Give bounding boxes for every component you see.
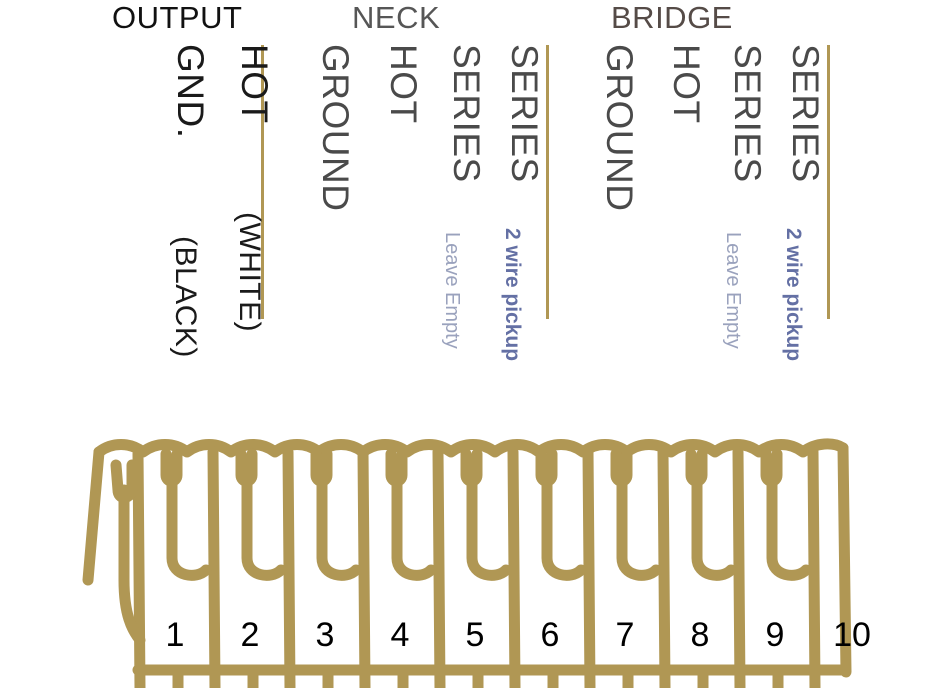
pin-number-6: 6	[540, 616, 560, 654]
pin-number-1: 1	[165, 616, 185, 654]
pin-number-10: 10	[833, 616, 871, 654]
pin-number-5: 5	[465, 616, 485, 654]
pin-10-main-label: SERIES	[785, 44, 826, 183]
section-header-output: OUTPUT	[112, 0, 243, 35]
pin-number-9: 9	[765, 616, 785, 654]
pin-number-7: 7	[615, 616, 635, 654]
pin-2-sub-label: (WHITE)	[233, 212, 266, 333]
section-header-bridge: BRIDGE	[611, 0, 733, 35]
pin-2-main-label: HOT	[234, 44, 275, 124]
pin-10-note-2-wire-pickup: 2 wire pickup	[782, 228, 805, 362]
connector-terminal-block-illustration: 1 2 3 4 5 6 7 8 9 10	[0, 430, 945, 688]
section-divider-neck-bridge	[546, 45, 549, 319]
pin-number-2: 2	[240, 616, 260, 654]
pin-6-note-2-wire-pickup: 2 wire pickup	[501, 228, 524, 362]
pin-number-4: 4	[390, 616, 410, 654]
section-divider-output-neck	[261, 45, 264, 319]
connector-svg	[82, 438, 852, 688]
pin-number-8: 8	[690, 616, 710, 654]
section-divider-bridge-end	[827, 45, 830, 319]
pin-9-note-leave-empty: Leave Empty	[722, 232, 744, 349]
pin-number-3: 3	[315, 616, 335, 654]
section-header-neck: NECK	[352, 0, 441, 35]
pin-5-note-leave-empty: Leave Empty	[441, 232, 463, 349]
pin-6-main-label: SERIES	[504, 44, 545, 183]
